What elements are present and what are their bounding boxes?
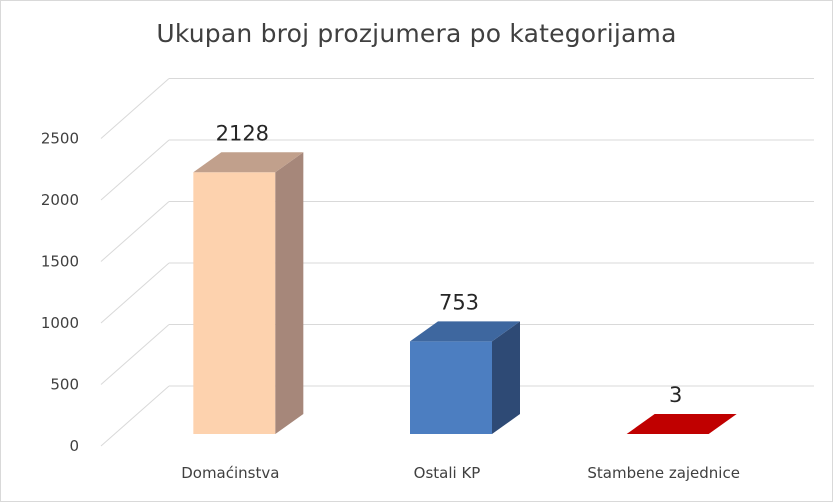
gridline-side-1000 — [100, 262, 170, 324]
data-label: 3 — [669, 383, 682, 407]
bar-front-1 — [410, 341, 492, 434]
y-tick-label: 1500 — [41, 253, 79, 271]
bar-top-1 — [410, 321, 520, 342]
gridline-side-2000 — [100, 139, 170, 201]
bar-side-0 — [275, 152, 304, 435]
bar-side-1 — [492, 321, 520, 434]
gridline-side-2500 — [100, 78, 170, 139]
chart-title: Ukupan broj prozjumera po kategorijama — [156, 19, 677, 48]
gridline-side-500 — [100, 324, 170, 385]
category-label: Ostali KP — [414, 464, 481, 482]
category-label: Domaćinstva — [181, 464, 279, 482]
bar-top-0 — [193, 152, 304, 173]
data-label: 2128 — [216, 121, 269, 145]
y-tick-label: 1000 — [41, 314, 79, 332]
gridline-side-0 — [100, 385, 170, 447]
gridline-side-1500 — [100, 201, 170, 262]
bar-front-0 — [193, 172, 276, 435]
bar-top-2 — [626, 414, 737, 434]
y-tick-label: 2000 — [41, 191, 79, 209]
data-label: 753 — [439, 290, 479, 314]
category-label: Stambene zajednice — [587, 464, 740, 482]
y-tick-label: 0 — [69, 437, 79, 455]
y-tick-label: 2500 — [41, 130, 79, 148]
y-tick-label: 500 — [50, 376, 79, 394]
